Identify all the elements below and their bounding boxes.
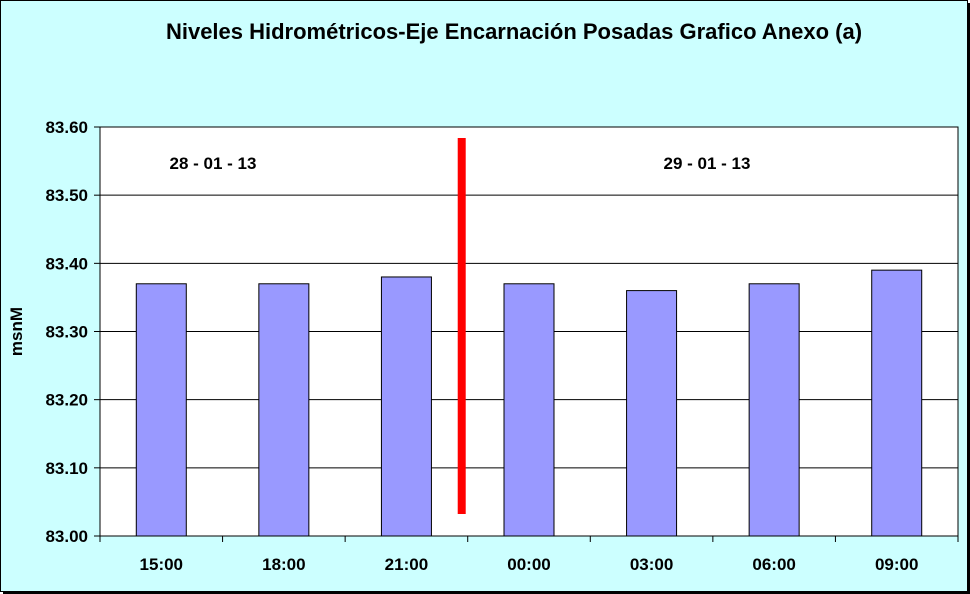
frame-shadow-right: [967, 3, 970, 594]
bar: [258, 283, 310, 537]
x-tick-label: 09:00: [875, 555, 918, 574]
bar: [871, 269, 923, 537]
x-tick-label: 06:00: [752, 555, 795, 574]
y-tick-label: 83.60: [45, 118, 88, 137]
y-tick-label: 83.50: [45, 186, 88, 205]
y-tick-label: 83.00: [45, 527, 88, 546]
x-tick-label: 00:00: [507, 555, 550, 574]
bar: [626, 290, 678, 537]
chart-title: Niveles Hidrométricos-Eje Encarnación Po…: [166, 19, 862, 44]
x-tick-label: 03:00: [630, 555, 673, 574]
y-tick-label: 83.40: [45, 254, 88, 273]
date-annotation-right: 29 - 01 - 13: [664, 154, 751, 173]
bar: [748, 283, 800, 537]
y-tick-label: 83.10: [45, 459, 88, 478]
bar: [135, 283, 187, 537]
x-tick-label: 18:00: [262, 555, 305, 574]
x-tick-label: 21:00: [385, 555, 428, 574]
bar: [380, 276, 432, 537]
y-tick-label: 83.20: [45, 391, 88, 410]
x-tick-label: 15:00: [140, 555, 183, 574]
bar: [503, 283, 555, 537]
frame-shadow-bottom: [3, 591, 970, 594]
y-axis-title: msnM: [7, 307, 26, 356]
y-tick-label: 83.30: [45, 323, 88, 342]
date-annotation-left: 28 - 01 - 13: [170, 154, 257, 173]
